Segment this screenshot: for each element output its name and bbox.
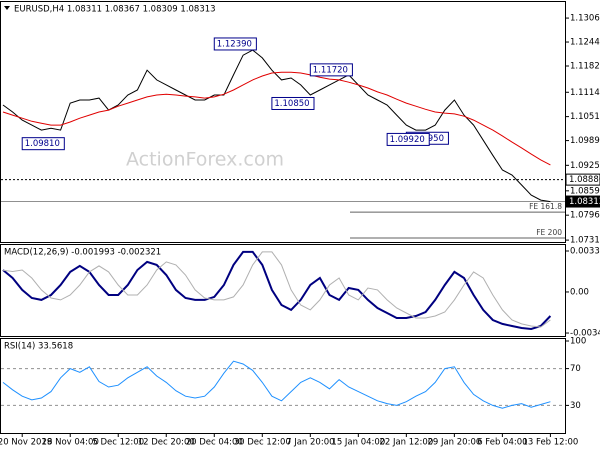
x-tick-label: 12 Dec 20:00: [138, 438, 195, 448]
series-line: [2, 49, 551, 203]
price-label: 1.08880: [569, 175, 600, 185]
y-tick-label: -0.003404: [570, 329, 600, 339]
x-tick-label: 13 Feb 12:00: [523, 438, 579, 448]
x-tick-label: 20 Nov 2019: [0, 438, 52, 448]
x-tick-label: 15 Jan 04:00: [331, 438, 385, 448]
price-label: 1.08313: [569, 197, 600, 207]
price-annotation: 1.12390: [217, 39, 252, 49]
fe-label: FE 161.8: [529, 202, 562, 211]
y-tick-label: 1.09890: [570, 136, 600, 146]
price-annotation-box: [309, 63, 353, 77]
y-tick-label: 1.10510: [570, 112, 600, 122]
y-tick-label: 30: [570, 401, 581, 411]
x-tick-label: 7 Jan 20:00: [286, 438, 334, 448]
menu-arrow: [4, 6, 10, 10]
price-annotation: 1.09920: [390, 135, 425, 145]
y-tick-label: 0.00: [570, 287, 589, 297]
price-annotation: 1.11720: [313, 65, 348, 75]
price-annotation-box: [213, 37, 257, 51]
series-line: [2, 71, 551, 166]
x-tick-label: 28 Nov 04:00: [42, 438, 99, 448]
price-title: EURUSD,H4 1.08311 1.08367 1.08309 1.0831…: [14, 5, 216, 15]
x-tick-label: 22 Jan 12:00: [379, 438, 433, 448]
fe-label: FE 200: [536, 228, 562, 237]
series-line: [2, 360, 551, 409]
price-panel: [0, 1, 566, 243]
y-tick-label: 0.003396: [570, 246, 600, 256]
y-tick-label: 1.11140: [570, 88, 600, 98]
series-line: [2, 251, 551, 328]
x-tick-label: 29 Jan 20:00: [427, 438, 481, 448]
price-annotation-box: [386, 132, 430, 146]
y-tick-label: 1.13060: [570, 14, 600, 24]
price-label-box: [565, 173, 600, 186]
macd-panel: [0, 244, 566, 337]
y-tick-label: 1.07315: [570, 236, 600, 246]
price-annotation: 1.10850: [274, 99, 309, 109]
y-tick-label: 100: [570, 337, 586, 347]
series-line: [2, 250, 552, 331]
price-label-box: [565, 195, 600, 208]
y-tick-label: 1.08590: [570, 186, 600, 196]
y-tick-label: 1.12440: [570, 38, 600, 48]
y-tick-label: 1.07960: [570, 211, 600, 221]
x-tick-label: 20 Dec 04:00: [186, 438, 243, 448]
price-annotation-box: [21, 137, 65, 151]
rsi-panel: [0, 338, 566, 434]
macd-title: MACD(12,26,9) -0.001993 -0.002321: [4, 248, 161, 258]
price-annotation: 1.09810: [25, 139, 60, 149]
x-tick-label: 30 Dec 12:00: [234, 438, 291, 448]
y-tick-label: 70: [570, 364, 581, 374]
watermark: ActionForex.com: [126, 149, 284, 171]
y-tick-label: 1.09250: [570, 161, 600, 171]
price-annotation-box: [271, 96, 315, 110]
y-tick-label: 1.11820: [570, 61, 600, 71]
rsi-title: RSI(14) 33.5618: [4, 342, 73, 352]
x-tick-label: 6 Feb 04:00: [477, 438, 527, 448]
x-tick-label: 5 Dec 12:00: [92, 438, 144, 448]
